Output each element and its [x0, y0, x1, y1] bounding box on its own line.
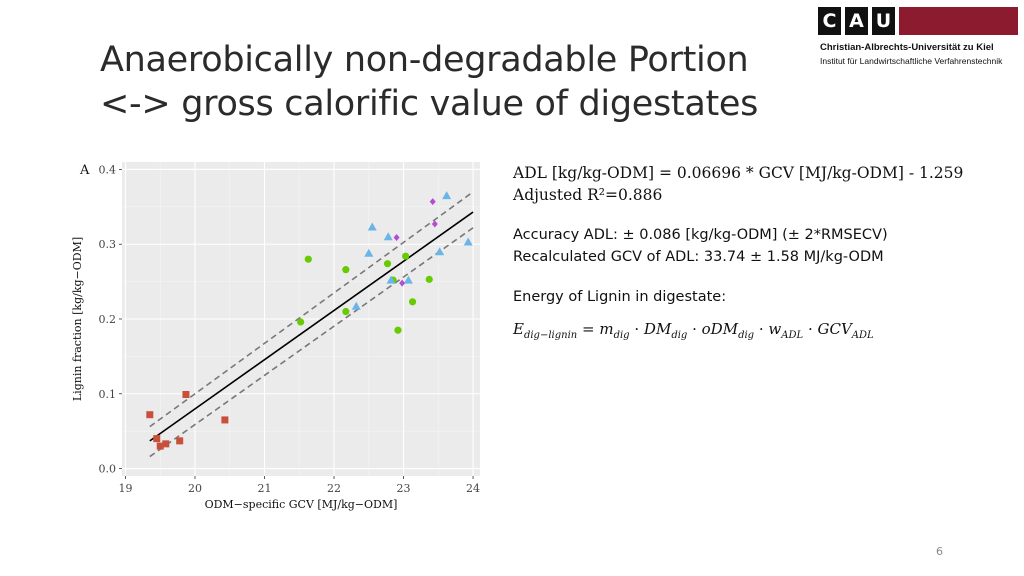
data-point-triangle	[383, 232, 393, 241]
y-tick-label: 0.1	[99, 388, 117, 401]
y-axis-label: Lignin fraction [kg/kg−ODM]	[71, 237, 84, 401]
data-point-circle	[408, 298, 417, 306]
formula-lhs: E	[513, 320, 524, 338]
formula-term-1: DM	[643, 320, 672, 338]
y-tick-label: 0.3	[99, 238, 117, 251]
y-tick-label: 0.4	[99, 163, 117, 176]
data-point-circle	[394, 326, 402, 334]
fit-line	[149, 211, 474, 442]
logo-letter-u: U	[872, 7, 895, 35]
data-point-triangle	[442, 191, 452, 200]
formula-term-3: w	[768, 320, 782, 338]
energy-label: Energy of Lignin in digestate:	[513, 289, 727, 305]
axes: 19 20 21 22 23 24 0.0 0.1 0.2 0.3 0.4	[99, 163, 481, 495]
confidence-band	[149, 191, 474, 458]
data-point-circle	[383, 260, 392, 268]
scatter-chart: 19 20 21 22 23 24 0.0 0.1 0.2 0.3 0.4 A ODM−specif…	[71, 162, 481, 511]
logo-university-name: Christian-Albrechts-Universität zu Kiel	[820, 42, 994, 53]
x-axis-label: ODM−specific GCV [MJ/kg−ODM]	[205, 498, 398, 511]
data-point-circle	[402, 252, 410, 260]
data-point-triangle	[351, 301, 361, 310]
y-tick-label: 0.0	[99, 463, 117, 476]
confidence-line	[149, 227, 474, 458]
logo-letter-c: C	[818, 7, 841, 35]
data-point-circle	[304, 255, 312, 263]
data-point-triangle	[364, 248, 374, 257]
energy-formula: Edig−lignin = mdig · DMdig · oDMdig · wA…	[513, 320, 874, 341]
y-tick-label: 0.2	[99, 313, 117, 326]
formula-term-1-sub: dig	[671, 330, 688, 341]
text-panel: ADL [kg/kg-ODM] = 0.06696 * GCV [MJ/kg-O…	[513, 162, 1003, 341]
data-point-triangle	[403, 275, 413, 284]
university-logo: C A U Christian-Albrechts-Universität zu…	[818, 4, 1018, 70]
adjusted-r2: Adjusted R²=0.886	[513, 186, 663, 204]
data-point-triangle	[367, 222, 377, 231]
formula-term-0: m	[599, 320, 614, 338]
formula-term-4: GCV	[817, 320, 852, 338]
formula-term-4-sub: ADL	[851, 330, 874, 341]
data-point-circle	[297, 318, 305, 326]
data-point-square	[146, 411, 154, 419]
slide-title: Anaerobically non-degradable Portion <->…	[100, 40, 759, 124]
x-tick-label: 23	[397, 482, 411, 495]
data-point-triangle	[463, 237, 473, 246]
x-tick-label: 21	[258, 482, 272, 495]
x-tick-label: 22	[327, 482, 341, 495]
x-tick-label: 20	[188, 482, 202, 495]
x-tick-label: 19	[118, 482, 132, 495]
data-point-triangle	[386, 275, 396, 284]
formula-term-2-sub: dig	[738, 330, 755, 341]
data-point-diamond	[393, 234, 400, 242]
data-point-square	[176, 437, 184, 445]
data-point-diamond	[429, 198, 436, 206]
recalculated-gcv-text: Recalculated GCV of ADL: 33.74 ± 1.58 MJ…	[513, 249, 884, 265]
data-point-diamond	[431, 220, 438, 228]
formula-lhs-sub: dig−lignin	[523, 330, 578, 341]
formula-term-0-sub: dig	[613, 330, 630, 341]
formula-term-2: oDM	[701, 320, 739, 338]
logo-color-band	[899, 7, 1018, 35]
logo-institute-name: Institut für Landwirtschaftliche Verfahr…	[820, 56, 1003, 66]
data-point-square	[162, 440, 170, 448]
data-point-square	[182, 391, 190, 399]
data-point-circle	[342, 307, 350, 316]
accuracy-text: Accuracy ADL: ± 0.086 [kg/kg-ODM] (± 2*R…	[513, 227, 888, 243]
panel-label: A	[79, 163, 90, 178]
formula-term-3-sub: ADL	[781, 330, 804, 341]
data-point-diamond	[399, 279, 406, 287]
regression-equation: ADL [kg/kg-ODM] = 0.06696 * GCV [MJ/kg-O…	[513, 164, 964, 182]
confidence-line	[149, 191, 474, 428]
regression-line	[149, 211, 474, 442]
data-point-circle	[342, 266, 350, 274]
logo-band: C A U	[818, 4, 1018, 38]
data-point-triangle	[435, 247, 445, 256]
data-point-square	[221, 416, 229, 424]
data-point-square	[156, 442, 164, 450]
page-number: 6	[936, 545, 943, 558]
data-point-circle	[425, 275, 433, 283]
data-point-square	[153, 435, 161, 443]
x-tick-label: 24	[466, 482, 480, 495]
data-points	[146, 191, 473, 450]
logo-letter-a: A	[845, 7, 868, 35]
